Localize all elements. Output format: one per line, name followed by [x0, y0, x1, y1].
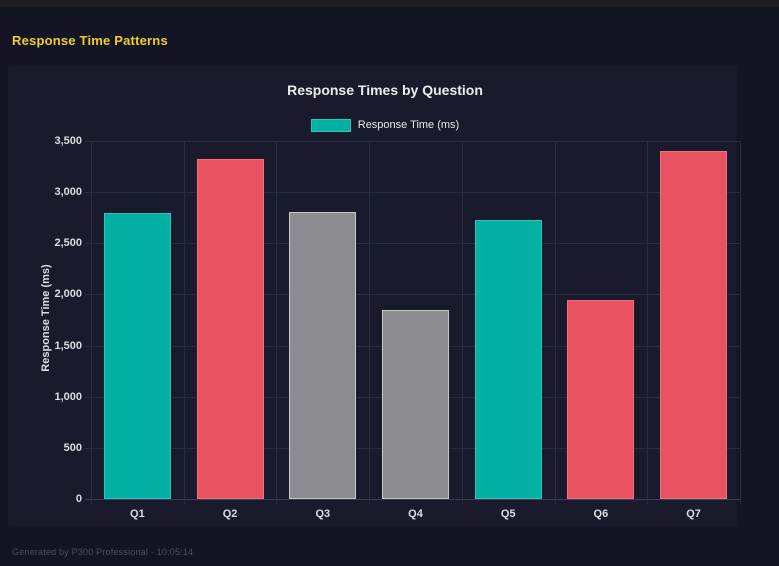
h-gridline: [85, 243, 740, 245]
h-gridline: [85, 141, 740, 142]
bar-q3[interactable]: [289, 211, 357, 499]
x-axis-tick-mark: [554, 499, 556, 504]
y-tick-label: 3,500: [54, 135, 82, 147]
v-gridline: [554, 141, 556, 499]
legend-swatch-icon: [310, 118, 351, 132]
x-axis-tick-mark: [740, 499, 741, 504]
x-axis-tick-mark: [461, 499, 463, 504]
bar-q2[interactable]: [196, 159, 264, 499]
y-tick-label: 1,000: [54, 390, 82, 403]
y-tick-label: 3,000: [54, 186, 82, 199]
y-tick-label: 500: [63, 441, 82, 454]
h-gridline: [85, 499, 740, 500]
plot-area[interactable]: [85, 141, 741, 504]
bar-q5[interactable]: [474, 219, 542, 499]
y-tick-label: 2,500: [54, 237, 82, 250]
x-tick-label-q5: Q5: [500, 508, 516, 520]
v-gridline: [91, 141, 92, 499]
legend-label: Response Time (ms): [357, 119, 460, 131]
bar-q6[interactable]: [567, 299, 635, 499]
x-tick-label-q7: Q7: [686, 508, 701, 520]
v-gridline: [740, 141, 741, 499]
y-tick-label: 1,500: [54, 339, 82, 352]
v-gridline: [461, 141, 463, 499]
window-top-strip: [0, 0, 779, 7]
x-tick-label-q3: Q3: [315, 508, 331, 520]
v-gridline: [647, 141, 649, 499]
v-gridline: [369, 141, 371, 499]
footer-note: Generated by P300 Professional - 10:05:1…: [12, 547, 194, 557]
h-gridline: [85, 294, 740, 296]
x-axis-tick-mark: [369, 499, 371, 504]
x-tick-label-q4: Q4: [408, 508, 423, 520]
x-tick-label-q1: Q1: [130, 508, 145, 520]
x-axis-tick-mark: [183, 499, 185, 504]
chart-legend[interactable]: Response Time (ms): [30, 117, 740, 133]
x-tick-label-q2: Q2: [222, 508, 238, 520]
h-gridline: [85, 192, 740, 194]
x-axis-tick-mark: [276, 499, 278, 504]
y-tick-label: 0: [75, 493, 82, 505]
bar-q7[interactable]: [660, 151, 728, 499]
x-tick-label-q6: Q6: [593, 508, 609, 520]
v-gridline: [276, 141, 278, 499]
chart-title: Response Times by Question: [287, 82, 483, 98]
bar-q4[interactable]: [382, 309, 449, 499]
y-tick-label: 2,000: [54, 288, 82, 301]
bar-q1[interactable]: [103, 212, 171, 499]
page-title: Response Time Patterns: [12, 33, 168, 48]
v-gridline: [183, 141, 185, 499]
x-axis-tick-mark: [647, 499, 649, 504]
x-axis-tick-mark: [91, 499, 92, 504]
